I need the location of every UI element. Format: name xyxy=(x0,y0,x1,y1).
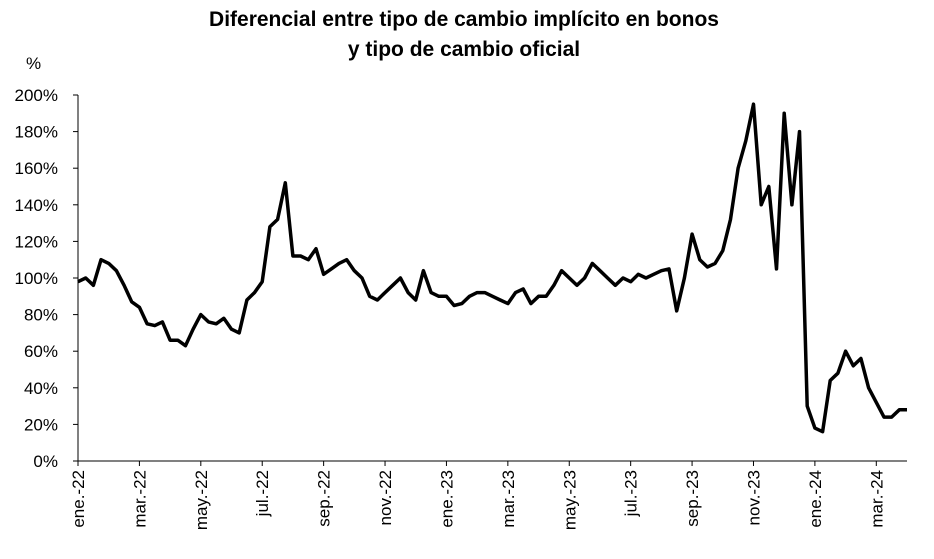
x-tick-label: jul.-22 xyxy=(253,470,272,517)
x-tick-label: nov.-22 xyxy=(376,470,395,525)
x-tick-label: ene.-22 xyxy=(69,470,88,528)
y-tick-label: 200% xyxy=(15,86,58,105)
x-tick-label: ene.-24 xyxy=(806,470,825,528)
y-unit-label: % xyxy=(26,54,41,73)
x-tick-label: may.-23 xyxy=(560,470,579,530)
x-tick-label: sep.-23 xyxy=(683,470,702,527)
x-tick-label: nov.-23 xyxy=(744,470,763,525)
x-tick-label: mar.-22 xyxy=(130,470,149,528)
y-tick-label: 180% xyxy=(15,123,58,142)
x-tick-label: mar.-24 xyxy=(867,470,886,528)
y-tick-label: 140% xyxy=(15,196,58,215)
y-tick-label: 80% xyxy=(24,306,58,325)
y-tick-label: 120% xyxy=(15,232,58,251)
y-tick-label: 100% xyxy=(15,269,58,288)
x-tick-label: ene.-23 xyxy=(437,470,456,528)
y-tick-label: 60% xyxy=(24,342,58,361)
chart-subtitle: y tipo de cambio oficial xyxy=(348,38,580,61)
y-tick-label: 40% xyxy=(24,379,58,398)
data-line xyxy=(77,102,907,434)
x-tick-label: may.-22 xyxy=(192,470,211,530)
y-tick-label: 160% xyxy=(15,159,58,178)
y-tick-label: 0% xyxy=(33,452,58,471)
x-tick-label: sep.-22 xyxy=(315,470,334,527)
x-tick-label: jul.-23 xyxy=(622,470,641,517)
x-tick-label: mar.-23 xyxy=(499,470,518,528)
y-tick-label: 20% xyxy=(24,415,58,434)
chart-title: Diferencial entre tipo de cambio implíci… xyxy=(209,8,719,31)
